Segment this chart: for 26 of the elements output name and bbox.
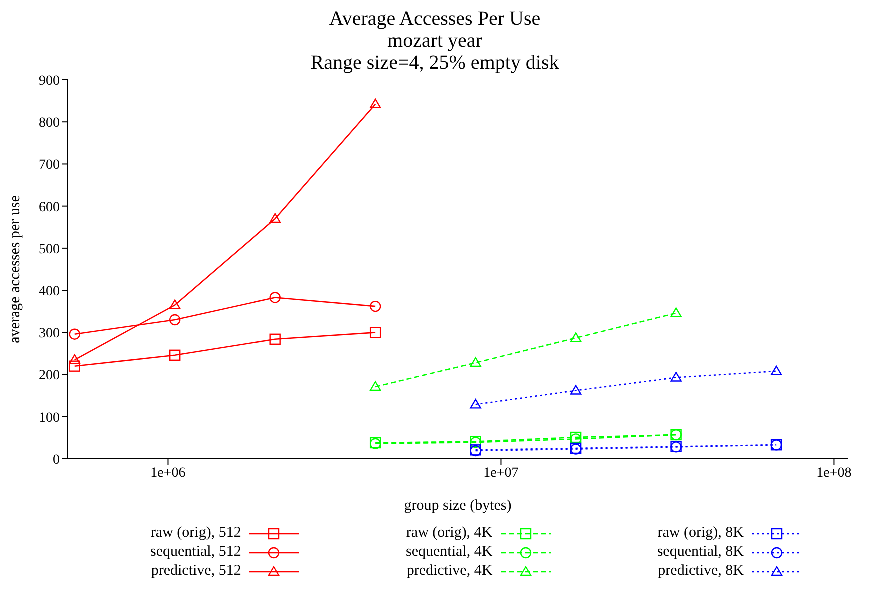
y-tick-label: 900 xyxy=(39,74,60,89)
legend-label: predictive, 512 xyxy=(151,562,242,581)
legend-label: sequential, 4K xyxy=(406,543,493,562)
chart-subtitle: mozart year Range size=4, 25% empty disk xyxy=(310,30,560,74)
legend-label: raw (orig), 512 xyxy=(150,524,242,543)
legend-label: raw (orig), 8K xyxy=(658,524,744,543)
y-tick-label: 500 xyxy=(39,242,60,258)
legend-label: raw (orig), 4K xyxy=(406,524,493,543)
legend-label: predictive, 8K xyxy=(658,562,744,581)
y-axis-title: average accesses per use xyxy=(7,195,24,344)
y-tick-label: 100 xyxy=(39,410,60,426)
legend-label: sequential, 512 xyxy=(150,543,242,562)
y-tick-label: 600 xyxy=(39,200,60,216)
y-tick-label: 400 xyxy=(39,284,60,300)
x-tick-label: 1e+08 xyxy=(816,466,852,481)
y-tick-label: 800 xyxy=(39,116,60,132)
y-tick-label: 300 xyxy=(39,326,60,342)
legend-label: predictive, 4K xyxy=(406,562,493,581)
x-axis-title: group size (bytes) xyxy=(404,498,512,514)
legend-label: sequential, 8K xyxy=(657,543,744,562)
x-tick-label: 1e+06 xyxy=(150,466,186,481)
x-tick-label: 1e+07 xyxy=(484,466,519,481)
y-tick-label: 700 xyxy=(39,158,60,174)
y-tick-label: 200 xyxy=(39,368,60,384)
chart-title: Average Accesses Per Use xyxy=(328,8,542,30)
y-tick-label: 0 xyxy=(53,452,60,468)
